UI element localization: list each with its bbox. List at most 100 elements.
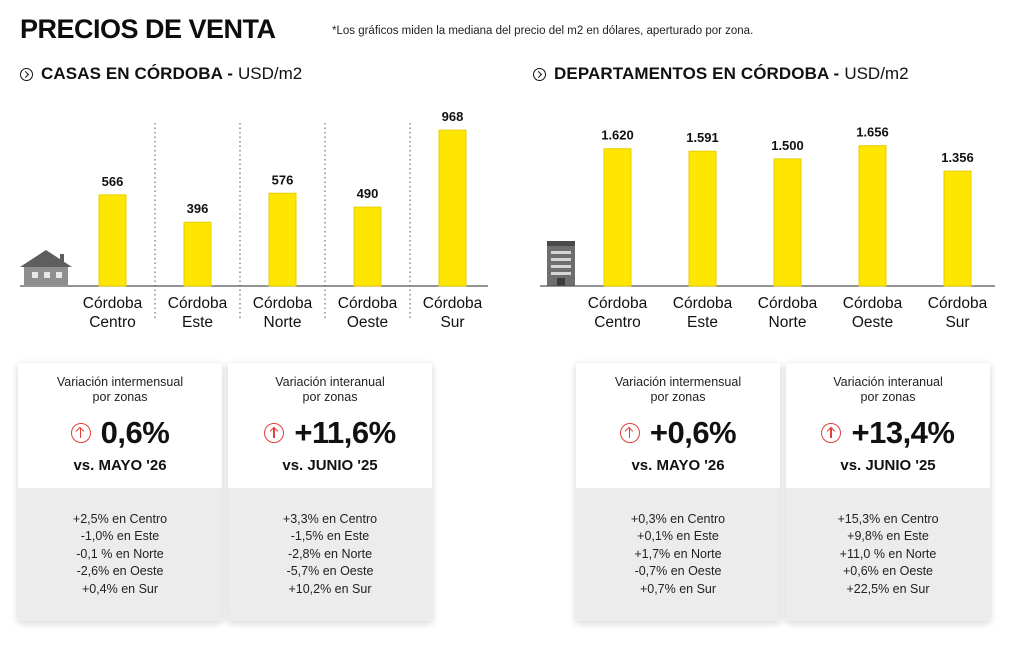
bar [688, 150, 717, 287]
category-label: Oeste [852, 314, 893, 331]
variation-value: +0,6% [649, 415, 737, 450]
category-label: Norte [769, 314, 807, 331]
category-label: Norte [264, 314, 302, 331]
arrow-up-circle-icon [264, 423, 285, 443]
list-item: -2,8% en Norte [287, 546, 373, 561]
houses-monthly-card: Variación intermensual por zonas 0,6% vs… [18, 363, 222, 621]
category-label: Centro [594, 314, 641, 331]
zone-variation-list: +2,5% en Centro -1,0% en Este -0,1 % en … [73, 511, 167, 599]
list-item: -0,1 % en Norte [76, 546, 164, 561]
card-caption-line: por zonas [650, 390, 706, 404]
bar [603, 148, 632, 287]
list-item: +15,3% en Centro [837, 511, 939, 526]
bar-value-label: 490 [357, 186, 379, 201]
category-label: Córdoba [83, 295, 143, 312]
category-label: Sur [440, 314, 464, 331]
card-caption-line: Variación interanual [833, 375, 943, 389]
card-caption-line: por zonas [302, 390, 358, 404]
list-item: +0,6% en Oeste [843, 564, 933, 579]
list-item: -0,7% en Oeste [634, 564, 722, 579]
bar [183, 221, 212, 287]
building-icon [547, 241, 575, 286]
category-label: Este [687, 314, 718, 331]
list-item: -1,0% en Este [80, 529, 160, 544]
list-item: +1,7% en Norte [634, 546, 722, 561]
list-item: +11,0 % en Norte [839, 546, 937, 561]
list-item: +3,3% en Centro [282, 511, 378, 526]
comparison-period: vs. MAYO '26 [73, 457, 167, 474]
category-label: Sur [945, 314, 969, 331]
list-item: -2,6% en Oeste [76, 564, 164, 579]
bar-value-label: 1.591 [686, 130, 719, 145]
card-caption-line: Variación intermensual [614, 375, 742, 389]
footnote: *Los gráficos miden la mediana del preci… [332, 25, 754, 37]
zone-variation-list: +15,3% en Centro +9,8% en Este +11,0 % e… [837, 511, 938, 599]
apartments-heading-text: DEPARTAMENTOS EN CÓRDOBA - [554, 64, 840, 83]
apartments-section-heading: DEPARTAMENTOS EN CÓRDOBA - USD/m2 [533, 64, 909, 84]
houses-section-heading: CASAS EN CÓRDOBA - USD/m2 [20, 64, 302, 84]
comparison-period: vs. JUNIO '25 [840, 457, 936, 474]
variation-value: 0,6% [100, 415, 170, 450]
page-title: PRECIOS DE VENTA [20, 14, 276, 44]
list-item: +9,8% en Este [847, 529, 929, 544]
bar-value-label: 1.500 [771, 138, 804, 153]
apartments-heading-unit: USD/m2 [844, 64, 909, 83]
category-label: Este [182, 314, 213, 331]
list-item: +2,5% en Centro [72, 511, 168, 526]
variation-value: +13,4% [851, 415, 955, 450]
bar [353, 206, 382, 287]
bar-value-label: 1.620 [601, 128, 634, 143]
list-item: +0,7% en Sur [639, 581, 717, 596]
list-item: +0,3% en Centro [630, 511, 726, 526]
circle-arrow-right-icon [533, 67, 546, 81]
bar [943, 170, 972, 287]
list-item: +0,1% en Este [637, 529, 719, 544]
houses-heading-unit: USD/m2 [237, 64, 303, 83]
zone-variation-list: +0,3% en Centro +0,1% en Este +1,7% en N… [631, 511, 725, 599]
houses-yearly-card: Variación interanual por zonas +11,6% vs… [228, 363, 432, 621]
bar [773, 158, 802, 287]
apartments-bar-chart: 1.620 Córdoba Centro 1.591 Córdoba Este 1.500 C… [540, 125, 995, 331]
bar-value-label: 566 [102, 174, 124, 189]
list-item: +10,2% en Sur [288, 581, 372, 596]
category-label: Córdoba [843, 295, 903, 312]
comparison-period: vs. JUNIO '25 [282, 457, 378, 474]
arrow-up-circle-icon [619, 423, 640, 443]
category-label: Córdoba [168, 295, 228, 312]
category-label: Córdoba [673, 295, 733, 312]
houses-heading-text: CASAS EN CÓRDOBA - [41, 64, 233, 83]
list-item: +22,5% en Sur [846, 581, 930, 596]
category-label: Córdoba [253, 295, 313, 312]
card-caption-line: por zonas [92, 390, 148, 404]
bar [98, 194, 127, 287]
category-label: Centro [89, 314, 136, 331]
card-caption-line: Variación interanual [275, 375, 385, 389]
arrow-up-circle-icon [70, 423, 91, 443]
card-caption-line: por zonas [860, 390, 916, 404]
category-label: Córdoba [928, 295, 988, 312]
apartments-monthly-card: Variación intermensual por zonas +0,6% v… [576, 363, 780, 621]
house-icon [20, 250, 72, 285]
bar-value-label: 968 [442, 109, 464, 124]
circle-arrow-right-icon [20, 67, 33, 81]
bar-value-label: 576 [272, 172, 294, 187]
category-label: Córdoba [423, 295, 483, 312]
bar [438, 129, 467, 287]
bar-value-label: 396 [187, 201, 209, 216]
bar-value-label: 1.356 [941, 150, 974, 165]
list-item: +0,4% en Sur [81, 581, 159, 596]
card-caption-line: Variación intermensual [56, 375, 184, 389]
zone-variation-list: +3,3% en Centro -1,5% en Este -2,8% en N… [283, 511, 377, 599]
apartments-yearly-card: Variación interanual por zonas +13,4% vs… [786, 363, 990, 621]
arrow-up-circle-icon [821, 423, 842, 443]
bar-value-label: 1.656 [856, 125, 889, 140]
category-label: Córdoba [758, 295, 818, 312]
list-item: -5,7% en Oeste [286, 564, 374, 579]
category-label: Oeste [347, 314, 388, 331]
list-item: -1,5% en Este [290, 529, 370, 544]
category-label: Córdoba [588, 295, 648, 312]
variation-value: +11,6% [294, 415, 396, 450]
comparison-period: vs. MAYO '26 [631, 457, 725, 474]
houses-bar-chart: 566 Córdoba Centro 396 Córdoba Este 576 Córdoba… [20, 109, 488, 331]
bar [858, 145, 887, 287]
